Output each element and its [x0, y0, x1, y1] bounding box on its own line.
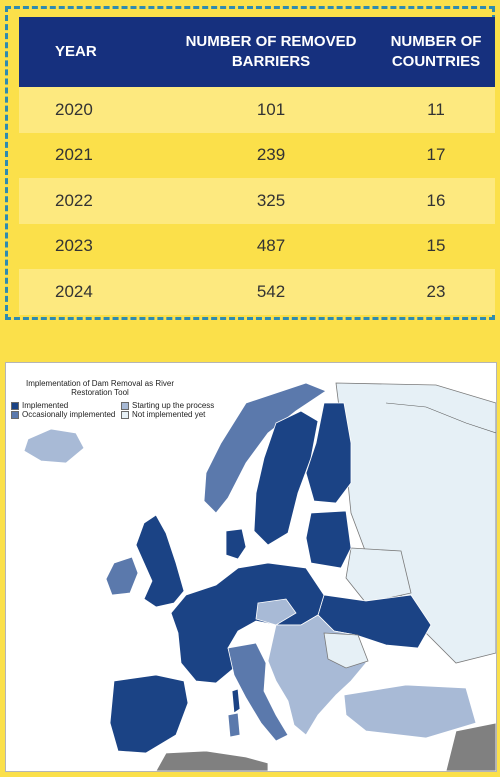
region-baltics: [305, 510, 352, 569]
region-western-europe: [170, 562, 325, 684]
cell-year: 2020: [55, 99, 93, 119]
table-row: 2024 542 23: [19, 269, 495, 315]
legend-item-implemented: Implemented: [11, 401, 121, 410]
table-row: 2020 101 11: [19, 87, 495, 133]
barriers-table-card: YEAR NUMBER OF REMOVED BARRIERS NUMBER O…: [5, 6, 495, 320]
header-year: YEAR: [55, 43, 97, 60]
region-ireland: [105, 556, 139, 596]
legend-title: Implementation of Dam Removal as River R…: [25, 379, 175, 397]
cell-countries: 15: [426, 236, 446, 256]
cell-removed: 542: [256, 281, 286, 301]
legend-label: Not implemented yet: [132, 410, 206, 419]
region-iceland: [23, 428, 85, 464]
region-sardinia: [227, 712, 241, 738]
table-header-row: YEAR NUMBER OF REMOVED BARRIERS NUMBER O…: [19, 17, 495, 87]
cell-removed: 325: [256, 190, 286, 210]
cell-year: 2022: [55, 190, 93, 210]
cell-year: 2021: [55, 145, 93, 165]
swatch-occasional: [11, 410, 19, 419]
legend-label: Implemented: [22, 401, 69, 410]
cell-year: 2024: [55, 281, 93, 301]
cell-countries: 11: [427, 99, 445, 119]
europe-map-panel: Implementation of Dam Removal as River R…: [5, 362, 497, 772]
table-row: 2023 487 15: [19, 223, 495, 269]
region-norway: [203, 382, 327, 514]
swatch-implemented: [11, 401, 19, 410]
legend-item-starting: Starting up the process: [121, 401, 241, 410]
table-row: 2021 239 17: [19, 132, 495, 178]
cell-countries: 16: [426, 190, 446, 210]
cell-year: 2023: [55, 236, 93, 256]
region-romania: [323, 632, 369, 669]
cell-removed: 487: [256, 236, 286, 256]
header-removed-barriers: NUMBER OF REMOVED BARRIERS: [185, 33, 357, 70]
region-middle-east: [445, 722, 496, 771]
region-corsica: [231, 688, 241, 714]
cell-removed: 239: [256, 145, 286, 165]
cell-countries: 23: [426, 281, 446, 301]
barriers-table: YEAR NUMBER OF REMOVED BARRIERS NUMBER O…: [19, 17, 495, 315]
region-czechia: [255, 598, 297, 626]
region-turkey: [343, 684, 477, 739]
map-legend: Implementation of Dam Removal as River R…: [11, 379, 241, 419]
coastline-north: [385, 402, 496, 434]
legend-item-not-implemented: Not implemented yet: [121, 410, 241, 419]
region-iberia: [109, 674, 189, 754]
swatch-not-implemented: [121, 410, 129, 419]
region-north-africa: [155, 750, 269, 771]
cell-countries: 17: [426, 145, 446, 165]
europe-map: [6, 363, 496, 771]
header-countries: NUMBER OF COUNTRIES: [390, 33, 482, 70]
region-finland: [305, 402, 352, 504]
region-uk: [135, 514, 185, 608]
swatch-starting: [121, 401, 129, 410]
cell-removed: 101: [256, 99, 286, 119]
legend-item-occasional: Occasionally implemented: [11, 410, 121, 419]
region-sweden: [253, 410, 319, 546]
region-italy: [227, 642, 289, 742]
legend-label: Occasionally implemented: [22, 410, 116, 419]
table-row: 2022 325 16: [19, 178, 495, 224]
region-denmark: [225, 528, 247, 560]
legend-label: Starting up the process: [132, 401, 215, 410]
